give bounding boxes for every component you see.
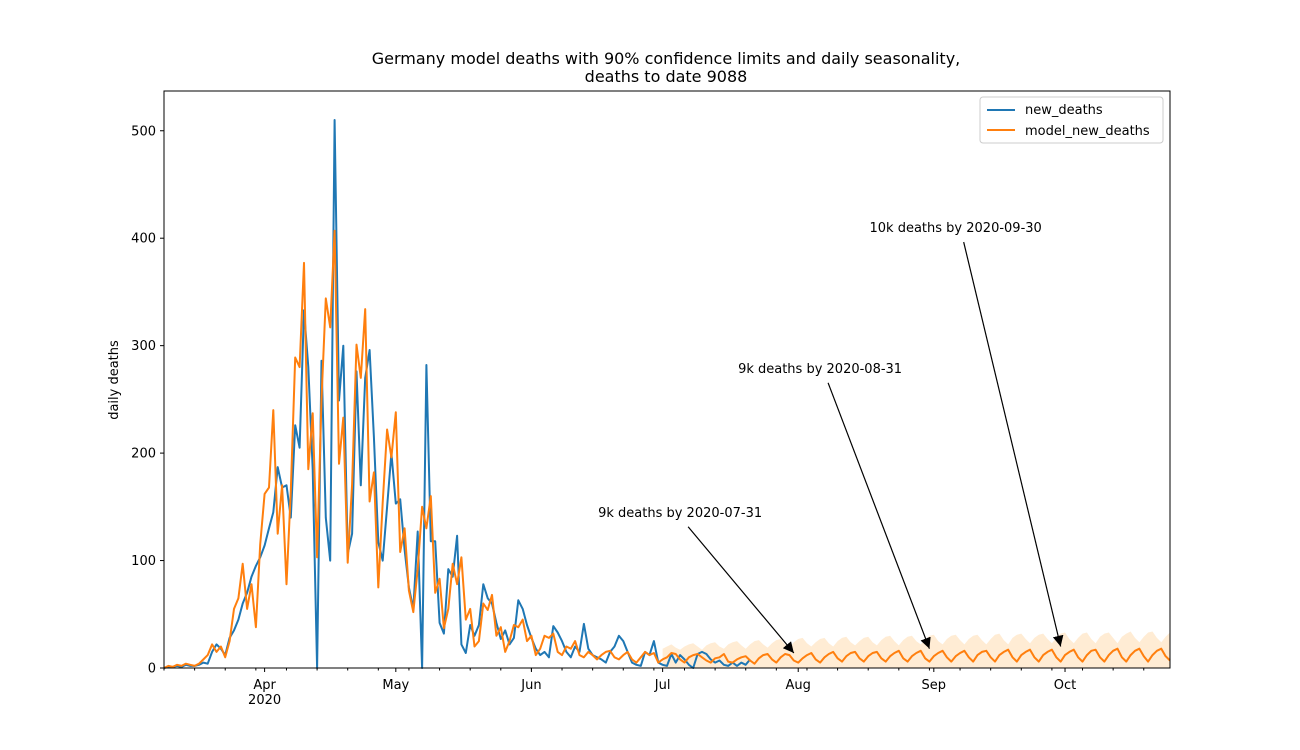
y-tick-label: 400 [131, 232, 156, 247]
x-tick-label: Oct [1054, 678, 1076, 693]
x-tick-label: Aug [786, 678, 811, 693]
x-tick-label: Sep [922, 678, 947, 693]
annotation: 9k deaths by 2020-08-31 [738, 362, 931, 649]
y-tick-label: 0 [148, 662, 156, 677]
series-new-deaths [163, 119, 751, 669]
legend-box [979, 96, 1164, 144]
annotation-text: 9k deaths by 2020-07-31 [598, 506, 762, 521]
annotations-layer: 9k deaths by 2020-07-31 9k deaths by 2020… [598, 221, 1064, 654]
annotation-arrow [687, 526, 795, 654]
series-model-new-deaths [163, 229, 1171, 669]
confidence-band-layer [662, 631, 1170, 668]
y-tick-label: 300 [131, 339, 156, 354]
x-tick-label: Jul [654, 678, 671, 693]
legend: new_deaths model_new_deaths [979, 96, 1164, 144]
x-tick-label: Apr [253, 678, 276, 693]
annotation-text: 10k deaths by 2020-09-30 [870, 221, 1042, 236]
annotation: 10k deaths by 2020-09-30 [870, 221, 1064, 647]
y-axis-label: daily deaths [107, 340, 122, 420]
annotation-arrow [963, 241, 1064, 647]
x-tick-label: Jun [520, 678, 541, 693]
plot-frame [163, 90, 1171, 669]
y-tick-label: 500 [131, 124, 156, 139]
y-tick-label: 100 [131, 554, 156, 569]
legend-label-model-new-deaths: model_new_deaths [1025, 124, 1150, 139]
x-tick-label: May [382, 678, 409, 693]
y-axis: 0 100 200 300 400 500 [131, 124, 164, 677]
chart-title-line2: deaths to date 9088 [585, 67, 748, 86]
confidence-band [662, 631, 1170, 668]
legend-label-new-deaths: new_deaths [1025, 103, 1103, 118]
x-tick-sublabel: 2020 [248, 693, 281, 708]
annotation: 9k deaths by 2020-07-31 [598, 506, 795, 654]
series-layer [163, 119, 1171, 669]
chart-title-line1: Germany model deaths with 90% confidence… [372, 49, 961, 68]
annotation-text: 9k deaths by 2020-08-31 [738, 362, 902, 377]
y-tick-label: 200 [131, 447, 156, 462]
annotation-arrow [827, 382, 931, 649]
